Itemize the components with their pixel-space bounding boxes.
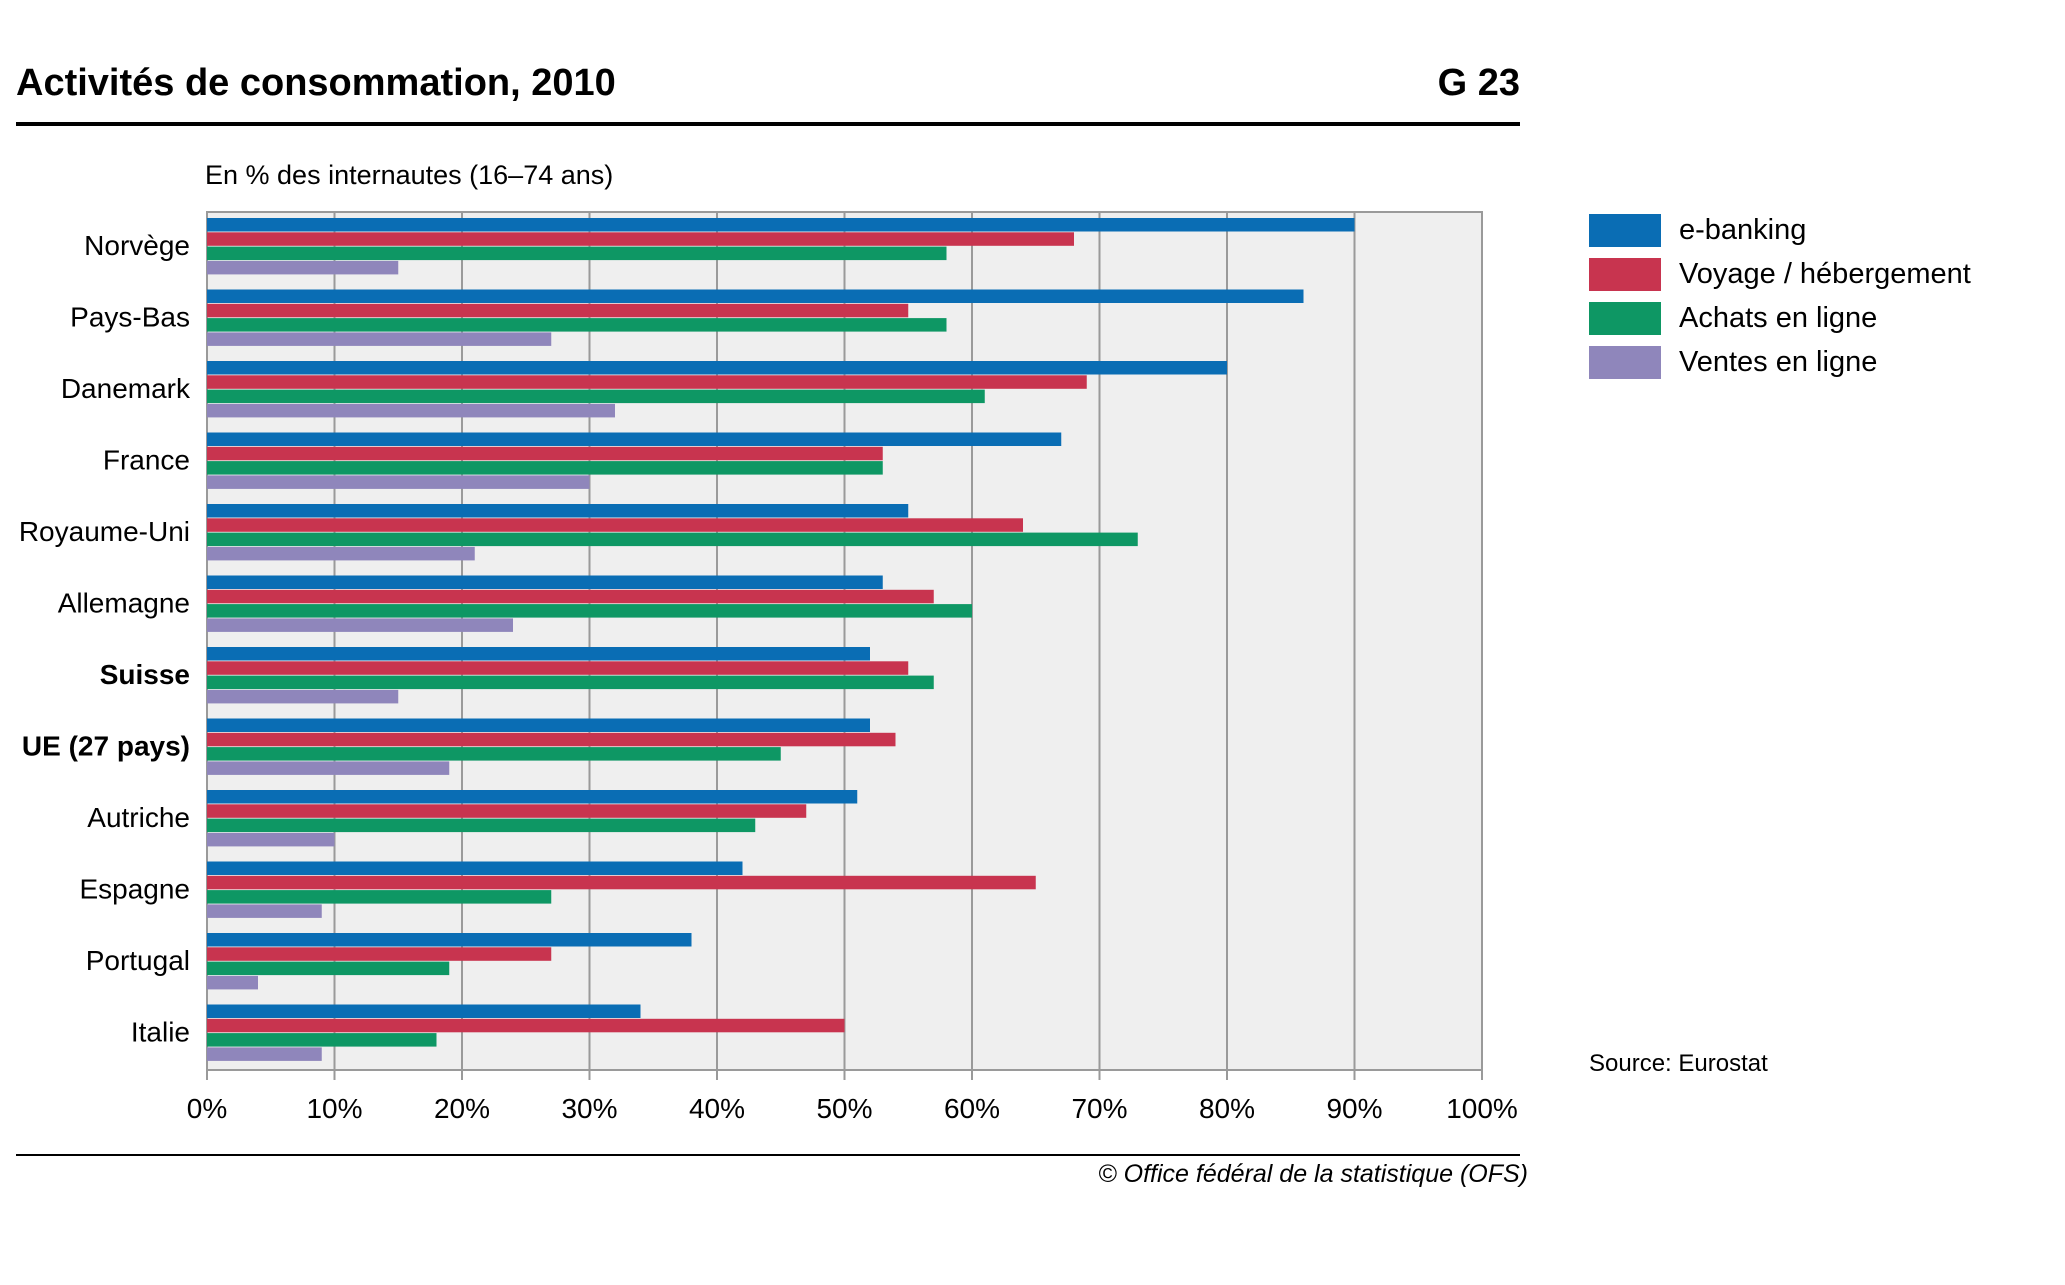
category-label: Allemagne bbox=[58, 588, 190, 619]
x-tick-label: 70% bbox=[1071, 1093, 1127, 1124]
bar bbox=[207, 947, 552, 961]
source-note: Source: Eurostat bbox=[1589, 1050, 1768, 1077]
category-label: Portugal bbox=[86, 945, 190, 976]
bar bbox=[207, 532, 1138, 547]
chart-title: Activités de consommation, 2010 bbox=[16, 62, 616, 104]
bar bbox=[207, 961, 450, 976]
bar bbox=[207, 1047, 322, 1061]
bar bbox=[207, 389, 985, 404]
legend: e-banking Voyage / hébergement Achats en… bbox=[1589, 208, 1971, 384]
figure-code: G 23 bbox=[1437, 62, 1520, 104]
bar bbox=[207, 618, 513, 632]
bar bbox=[207, 732, 896, 747]
bar bbox=[207, 375, 1087, 389]
category-label: Pays-Bas bbox=[70, 302, 190, 333]
bar bbox=[207, 403, 615, 418]
legend-label-ebanking: e-banking bbox=[1679, 213, 1807, 246]
legend-item-voyage: Voyage / hébergement bbox=[1589, 252, 1971, 296]
x-tick-label: 20% bbox=[434, 1093, 490, 1124]
category-label: Espagne bbox=[79, 874, 190, 905]
bar bbox=[207, 718, 870, 732]
legend-item-ebanking: e-banking bbox=[1589, 208, 1971, 252]
x-tick-label: 60% bbox=[944, 1093, 1000, 1124]
bar bbox=[207, 804, 807, 818]
legend-item-achats: Achats en ligne bbox=[1589, 296, 1971, 340]
x-tick-label: 50% bbox=[816, 1093, 872, 1124]
top-rule bbox=[16, 122, 1520, 126]
bar bbox=[207, 832, 335, 847]
x-tick-label: 0% bbox=[187, 1093, 227, 1124]
axis-caption: En % des internautes (16–74 ans) bbox=[205, 160, 614, 190]
bar bbox=[207, 575, 883, 589]
legend-item-ventes: Ventes en ligne bbox=[1589, 340, 1971, 384]
legend-swatch-ventes bbox=[1589, 345, 1661, 379]
x-tick-label: 100% bbox=[1446, 1093, 1518, 1124]
bar bbox=[207, 1004, 641, 1018]
bar bbox=[207, 604, 972, 618]
bar bbox=[207, 975, 258, 990]
category-label: Autriche bbox=[87, 802, 190, 833]
bar bbox=[207, 260, 399, 275]
bar bbox=[207, 818, 756, 833]
bar bbox=[207, 861, 743, 875]
bar bbox=[207, 246, 947, 261]
category-label: UE (27 pays) bbox=[22, 731, 190, 762]
bar bbox=[207, 790, 858, 804]
category-label: Italie bbox=[131, 1017, 190, 1048]
bar bbox=[207, 318, 947, 332]
legend-swatch-ebanking bbox=[1589, 213, 1661, 247]
bar bbox=[207, 661, 909, 675]
x-tick-label: 80% bbox=[1199, 1093, 1255, 1124]
category-label: Danemark bbox=[61, 373, 191, 404]
bar bbox=[207, 475, 590, 489]
legend-label-ventes: Ventes en ligne bbox=[1679, 345, 1878, 378]
bar bbox=[207, 904, 322, 918]
bar bbox=[207, 933, 692, 947]
x-tick-label: 30% bbox=[561, 1093, 617, 1124]
x-tick-label: 90% bbox=[1326, 1093, 1382, 1124]
copyright-note: © Office fédéral de la statistique (OFS) bbox=[1098, 1160, 1528, 1188]
bar bbox=[207, 218, 1355, 232]
bar bbox=[207, 232, 1074, 246]
bar bbox=[207, 332, 552, 346]
legend-swatch-achats bbox=[1589, 301, 1661, 335]
bar bbox=[207, 361, 1227, 375]
legend-swatch-voyage bbox=[1589, 257, 1661, 291]
bar bbox=[207, 747, 781, 761]
bar bbox=[207, 689, 399, 704]
bar bbox=[207, 546, 475, 561]
category-label: France bbox=[103, 445, 190, 476]
bar bbox=[207, 761, 450, 775]
bar bbox=[207, 589, 934, 604]
bar bbox=[207, 890, 552, 904]
bar bbox=[207, 446, 883, 461]
x-tick-label: 10% bbox=[306, 1093, 362, 1124]
category-label: Royaume-Uni bbox=[19, 516, 190, 547]
bar bbox=[207, 518, 1023, 532]
bar bbox=[207, 432, 1062, 446]
bar bbox=[207, 289, 1304, 303]
x-tick-label: 40% bbox=[689, 1093, 745, 1124]
bar bbox=[207, 504, 909, 518]
bar bbox=[207, 647, 870, 661]
legend-label-achats: Achats en ligne bbox=[1679, 301, 1878, 334]
bar bbox=[207, 461, 883, 475]
bar bbox=[207, 1018, 845, 1033]
bar bbox=[207, 875, 1036, 890]
bar bbox=[207, 303, 909, 318]
bottom-rule bbox=[16, 1154, 1520, 1156]
plot-border bbox=[206, 211, 1483, 1071]
legend-label-voyage: Voyage / hébergement bbox=[1679, 257, 1971, 290]
category-label: Suisse bbox=[100, 659, 190, 690]
bar bbox=[207, 1033, 437, 1047]
bar bbox=[207, 675, 934, 690]
category-label: Norvège bbox=[84, 230, 190, 261]
